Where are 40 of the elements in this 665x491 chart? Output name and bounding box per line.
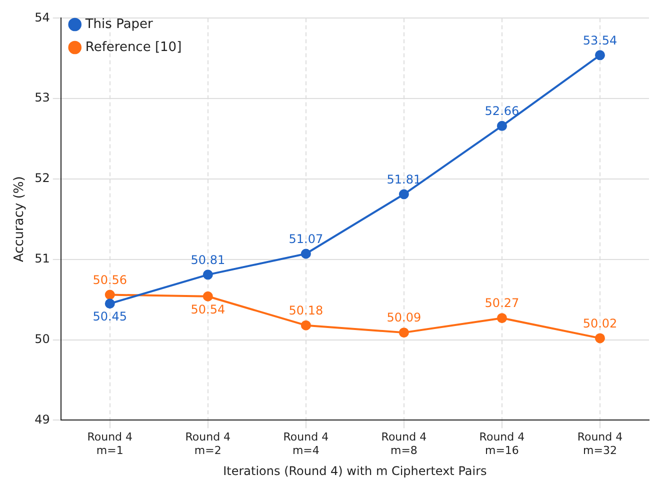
legend-label: This Paper	[84, 16, 154, 32]
point	[496, 313, 507, 324]
data-label: 51.81	[386, 172, 422, 186]
x-axis-title: Iterations (Round 4) with m Ciphertext Pairs	[223, 464, 487, 478]
point	[300, 320, 311, 330]
x-tick-label: Round 4 m=2	[185, 430, 231, 457]
y-tick-label: 53	[34, 90, 50, 105]
y-tick-label: 51	[34, 252, 50, 266]
data-label: 50.27	[484, 296, 520, 310]
x-tick-label: Round 4 m=32	[577, 430, 623, 457]
data-label: 51.07	[288, 232, 324, 246]
point	[496, 120, 507, 131]
y-tick-label: 49	[34, 412, 50, 426]
point	[202, 291, 213, 302]
data-label: 52.66	[484, 104, 520, 118]
point	[398, 189, 409, 200]
data-label: 50.18	[288, 303, 324, 318]
data-label: 50.81	[190, 252, 226, 267]
x-tick-label: Round 4 m=16	[479, 430, 525, 457]
point	[202, 270, 213, 280]
x-tick-label: Round 4 m=1	[87, 430, 133, 457]
point	[104, 298, 115, 309]
point	[398, 328, 409, 338]
point	[594, 50, 605, 60]
y-tick-label: 50	[34, 332, 50, 346]
point	[300, 248, 311, 259]
data-label: 50.56	[92, 272, 128, 287]
y-axis-title: Accuracy (%)	[12, 176, 28, 262]
x-tick-label: Round 4 m=8	[381, 430, 427, 457]
data-label: 50.02	[582, 316, 618, 330]
data-label: 50.54	[190, 302, 226, 317]
x-tick-label: Round 4 m=4	[283, 430, 329, 457]
y-tick-label: 54	[34, 10, 50, 24]
point	[104, 290, 115, 300]
point	[594, 333, 605, 344]
y-tick-label: 52	[34, 171, 50, 186]
data-label: 50.45	[92, 310, 128, 324]
data-label: 53.54	[582, 33, 618, 48]
data-label: 50.09	[386, 310, 422, 325]
legend-label: Reference [10]	[85, 40, 182, 55]
